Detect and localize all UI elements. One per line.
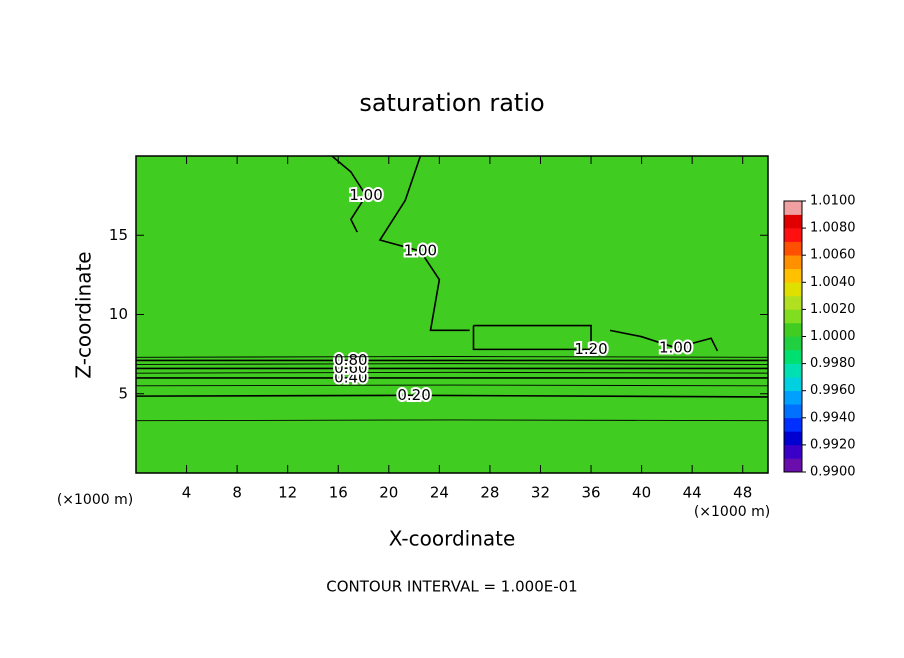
contour-label: 1.00 bbox=[404, 242, 437, 260]
colorbar-band bbox=[784, 201, 802, 215]
colorbar-band bbox=[784, 214, 802, 229]
x-tick-label: 36 bbox=[581, 484, 600, 502]
colorbar-tick-label: 1.0100 bbox=[810, 194, 856, 209]
colorbar-tick-label: 1.0080 bbox=[810, 221, 856, 236]
colorbar-tick-label: 1.0060 bbox=[810, 248, 856, 263]
contour-line bbox=[136, 371, 768, 374]
colorbar-band bbox=[784, 268, 802, 283]
colorbar-band bbox=[784, 309, 802, 324]
colorbar-tick-label: 0.9980 bbox=[810, 356, 856, 371]
x-tick-label: 48 bbox=[733, 484, 752, 502]
y-tick-label: 15 bbox=[109, 226, 128, 244]
colorbar-band bbox=[784, 377, 802, 391]
contour-line bbox=[136, 394, 768, 398]
footer-note: CONTOUR INTERVAL = 1.000E-01 bbox=[326, 578, 577, 596]
x-axis-label: X-coordinate bbox=[389, 527, 516, 551]
colorbar-tick-label: 1.0040 bbox=[810, 275, 856, 290]
field-patch bbox=[136, 156, 768, 473]
x-tick-label: 44 bbox=[683, 484, 702, 502]
colorbar-band bbox=[784, 350, 802, 364]
contour-line bbox=[609, 329, 719, 352]
chart-title: saturation ratio bbox=[359, 89, 544, 117]
colorbar-tick-label: 1.0020 bbox=[810, 302, 856, 317]
y-tick-label: 5 bbox=[118, 384, 128, 402]
x-tick-label: 32 bbox=[531, 484, 550, 502]
x-tick-label: 8 bbox=[232, 484, 242, 502]
colorbar-band bbox=[784, 363, 802, 378]
colorbar-tick-label: 0.9920 bbox=[810, 437, 856, 452]
contour-line bbox=[378, 156, 470, 332]
contour-label: 0.20 bbox=[397, 386, 430, 404]
colorbar-band bbox=[784, 390, 802, 405]
colorbar-tick-label: 1.0000 bbox=[810, 329, 856, 344]
x-unit-label: (×1000 m) bbox=[57, 492, 133, 508]
contour-line bbox=[472, 324, 592, 351]
x-tick-label: 4 bbox=[182, 484, 192, 502]
x-tick-label: 20 bbox=[379, 484, 398, 502]
colorbar-band bbox=[784, 255, 802, 270]
contour-line bbox=[331, 156, 367, 233]
x-tick-label: 28 bbox=[480, 484, 499, 502]
colorbar-band bbox=[784, 322, 802, 337]
x-tick-label: 24 bbox=[430, 484, 449, 502]
colorbar-band bbox=[784, 444, 802, 459]
x-tick-label: 40 bbox=[632, 484, 651, 502]
colorbar-tick-label: 0.9940 bbox=[810, 410, 856, 425]
colorbar-band bbox=[784, 295, 802, 310]
colorbar-tick-label: 0.9960 bbox=[810, 383, 856, 398]
field bbox=[136, 156, 768, 473]
x-unit-label: (×1000 m) bbox=[694, 504, 770, 520]
x-tick-label: 12 bbox=[278, 484, 297, 502]
contour-label: 1.20 bbox=[574, 340, 607, 358]
x-tick-label: 16 bbox=[329, 484, 348, 502]
contour-label: 1.00 bbox=[659, 338, 692, 356]
colorbar-band bbox=[784, 336, 802, 351]
contour-line bbox=[136, 384, 768, 387]
colorbar-band bbox=[784, 458, 802, 473]
y-tick-label: 10 bbox=[109, 305, 128, 323]
contour-label: 1.00 bbox=[349, 186, 382, 204]
colorbar-band bbox=[784, 404, 802, 419]
contours: 0.200.400.600.801.001.001.001.20 bbox=[136, 156, 768, 422]
contour-label: 0.60 bbox=[334, 359, 367, 377]
y-axis-label: Z-coordinate bbox=[72, 251, 96, 378]
colorbar-band bbox=[784, 417, 802, 432]
contour-line bbox=[136, 356, 768, 358]
colorbar-band bbox=[784, 241, 802, 256]
colorbar-band bbox=[784, 431, 802, 446]
colorbar-band bbox=[784, 282, 802, 297]
colorbar-band bbox=[784, 228, 802, 242]
colorbar-tick-label: 0.9900 bbox=[810, 465, 856, 480]
contour-line bbox=[136, 419, 768, 422]
contour-label: 0.80 bbox=[334, 351, 367, 369]
contour-line bbox=[136, 363, 768, 365]
